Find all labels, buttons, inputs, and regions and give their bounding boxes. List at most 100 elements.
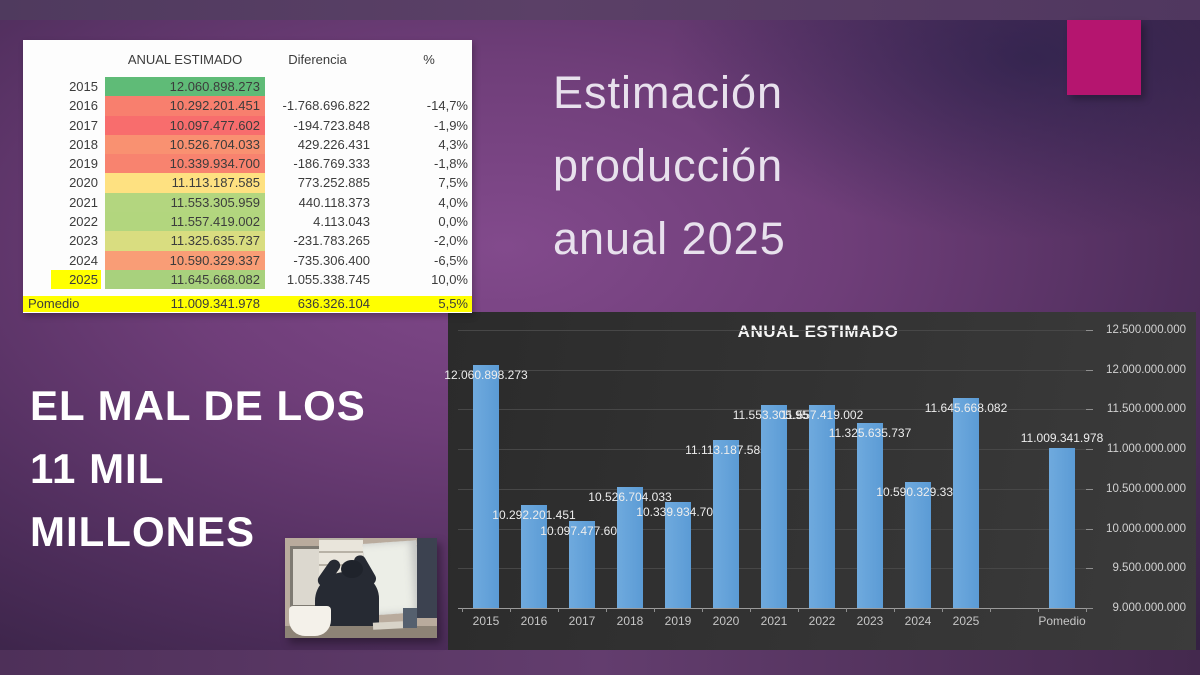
value-cell: 11.645.668.082	[105, 269, 265, 290]
value-cell: 10.339.934.700	[105, 154, 265, 174]
x-axis-tick	[894, 608, 895, 612]
x-axis-label: 2025	[952, 614, 980, 628]
x-axis-label: 2017	[568, 614, 596, 628]
bar	[521, 505, 547, 608]
bar-label: 10.590.329.337	[876, 484, 960, 499]
x-axis-tick	[510, 608, 511, 612]
bar-label: 12.060.898.273	[444, 367, 528, 382]
diff-cell: 440.118.373	[298, 194, 370, 210]
headline: EL MAL DE LOS 11 MIL MILLONES	[30, 382, 366, 555]
bar-label: 10.097.477.602	[540, 523, 624, 538]
value-cell: 11.113.187.585	[105, 173, 265, 193]
stressed-worker-photo	[285, 538, 437, 638]
x-axis-label: 2018	[616, 614, 644, 628]
y-axis-tick	[1086, 608, 1093, 609]
x-axis-label: 2015	[472, 614, 500, 628]
table-row: 2018 10.526.704.033 429.226.431 4,3%	[23, 134, 472, 155]
pct-cell: -1,9%	[434, 117, 468, 133]
year-cell: 2024	[69, 252, 98, 268]
y-axis-label: 9.000.000.000	[1112, 602, 1186, 614]
x-axis-tick	[702, 608, 703, 612]
pct-cell: -14,7%	[426, 98, 468, 114]
value-cell: 12.060.898.273	[105, 77, 265, 97]
table-row: 2020 11.113.187.585 773.252.885 7,5%	[23, 173, 472, 193]
table-header-anual-estimado: ANUAL ESTIMADO	[127, 52, 243, 67]
value-cell: 10.097.477.602	[105, 115, 265, 135]
bar-label: 10.339.934.700	[636, 504, 720, 519]
diff-cell: 773.252.885	[297, 175, 370, 191]
bar	[713, 440, 739, 608]
y-axis-tick	[1086, 528, 1093, 530]
anual-estimado-chart: ANUAL ESTIMADO 12.500.000.000 12.000.000.…	[444, 312, 1196, 650]
table-row: 2022 11.557.419.002 4.113.043 0,0%	[23, 212, 472, 232]
diff-cell: 1.055.338.745	[286, 271, 370, 287]
year-cell: 2022	[69, 214, 98, 230]
year-cell: 2018	[69, 136, 98, 152]
table-rows: 2015 12.060.898.273 2016 10.292.201.451 -1.7…	[23, 77, 472, 290]
x-axis-tick	[558, 608, 559, 612]
diff-cell: -231.783.265	[293, 233, 370, 249]
x-axis-tick	[654, 608, 655, 612]
year-cell: 2023	[69, 233, 98, 249]
summary-value: 11.009.341.978	[170, 296, 260, 311]
value-cell: 11.557.419.002	[105, 212, 265, 232]
y-axis-label: 12.000.000.000	[1106, 363, 1186, 376]
x-axis-label: Pomedio	[1038, 614, 1086, 628]
y-axis-tick	[1086, 409, 1093, 411]
table-row: 2015 12.060.898.273	[23, 77, 472, 97]
bottom-strip	[0, 650, 1200, 675]
gridline	[458, 330, 1093, 331]
summary-label: Pomedio	[28, 296, 80, 311]
year-cell: 2020	[69, 175, 98, 191]
y-axis-label: 11.500.000.000	[1106, 403, 1186, 416]
bar	[761, 405, 787, 608]
y-axis-tick	[1086, 369, 1093, 371]
year-cell: 2019	[69, 156, 98, 172]
pct-cell: 0,0%	[438, 214, 468, 230]
bar	[809, 404, 835, 608]
x-axis-tick	[1086, 608, 1087, 612]
gridline	[458, 369, 1093, 371]
y-axis-tick	[1086, 568, 1093, 570]
bar-label: 11.325.635.737	[828, 426, 912, 441]
x-axis-label: 2020	[712, 614, 740, 628]
bar	[665, 501, 691, 608]
y-axis-label: 11.000.000.000	[1106, 443, 1186, 456]
year-cell: 2015	[69, 79, 98, 94]
y-axis-label: 10.500.000.000	[1106, 482, 1186, 495]
estimation-table: ANUAL ESTIMADO Diferencia % 2015 12.060.8…	[23, 40, 472, 313]
table-header-diferencia: Diferencia	[288, 52, 347, 67]
photo-coffee-cup	[289, 606, 331, 636]
x-axis-label: 2024	[904, 614, 932, 628]
x-axis-tick	[750, 608, 751, 612]
x-axis-tick	[606, 608, 607, 612]
pct-cell: 10,0%	[431, 271, 468, 287]
diff-cell: 429.226.431	[297, 136, 370, 152]
pct-cell: -1,8%	[434, 156, 468, 172]
bar-label: 11.009.341.978	[1020, 431, 1104, 446]
bar	[569, 520, 595, 608]
x-axis-tick	[1038, 608, 1039, 612]
bar	[617, 486, 643, 608]
diff-cell: -1.768.696.822	[282, 98, 370, 114]
y-axis-tick	[1086, 330, 1093, 331]
table-row: 2017 10.097.477.602 -194.723.848 -1,9%	[23, 115, 472, 135]
bar	[953, 397, 979, 608]
pct-cell	[390, 77, 468, 96]
table-summary-row: Pomedio 11.009.341.978 636.326.104 5,5%	[23, 296, 472, 312]
pct-cell: 4,3%	[438, 136, 468, 152]
photo-person-head	[341, 560, 363, 578]
diff-cell	[265, 77, 370, 96]
diff-cell: -735.306.400	[293, 252, 370, 268]
pct-cell: 7,5%	[438, 175, 468, 191]
y-axis-tick	[1086, 449, 1093, 451]
summary-diff: 636.326.104	[297, 296, 370, 311]
value-cell: 10.590.329.337	[105, 250, 265, 270]
diff-cell: 4.113.043	[313, 214, 370, 230]
diff-cell: -186.769.333	[293, 156, 370, 172]
bar-label: 11.113.187.585	[685, 443, 767, 458]
table-row: 2021 11.553.305.959 440.118.373 4,0%	[23, 192, 472, 213]
x-axis-tick	[990, 608, 991, 612]
pct-cell: 4,0%	[438, 194, 468, 210]
